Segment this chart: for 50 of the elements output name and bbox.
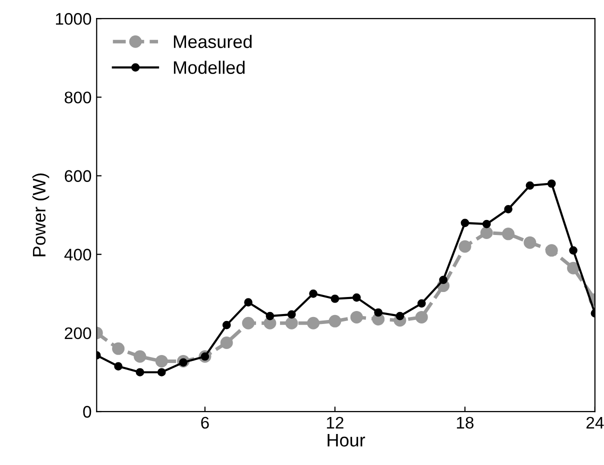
point — [307, 316, 320, 330]
point — [330, 294, 340, 303]
point — [396, 312, 404, 320]
point — [155, 354, 168, 368]
point — [569, 246, 578, 255]
y-tick-label: 1000 — [56, 13, 92, 25]
point — [285, 316, 298, 330]
legend-label: Measured — [174, 34, 252, 48]
point — [266, 312, 274, 320]
point — [242, 316, 255, 330]
point — [480, 226, 493, 239]
point — [458, 240, 472, 253]
point — [112, 342, 125, 355]
point — [157, 368, 166, 376]
point — [567, 262, 580, 274]
point — [222, 320, 231, 330]
point — [328, 314, 342, 328]
point — [482, 220, 491, 228]
point — [309, 289, 318, 298]
point — [547, 179, 556, 188]
point — [220, 336, 233, 350]
point — [460, 218, 470, 228]
point — [287, 310, 296, 319]
x-tick-label: 6 — [201, 416, 209, 429]
y-tick-label: 200 — [64, 327, 92, 340]
x-tick-label: 12 — [326, 416, 344, 428]
y-tick-label: 0 — [83, 406, 92, 418]
point — [134, 350, 146, 363]
point — [114, 362, 122, 371]
point — [545, 244, 558, 257]
point — [415, 310, 428, 324]
point — [504, 205, 512, 214]
point — [526, 181, 534, 190]
y-axis-title: Power (W) — [32, 174, 50, 256]
x-tick-label: 24 — [586, 416, 604, 428]
point — [417, 299, 426, 308]
point — [374, 308, 382, 317]
point — [136, 368, 144, 376]
y-tick-label: 400 — [64, 248, 92, 261]
point — [439, 276, 448, 284]
point — [350, 310, 363, 324]
point — [244, 298, 252, 306]
y-tick-label: 600 — [64, 170, 92, 182]
x-tick-label: 18 — [456, 416, 474, 429]
x-axis-title: Hour — [328, 434, 366, 447]
point — [524, 236, 536, 249]
legend-label: Modelled — [174, 60, 245, 74]
point — [502, 228, 515, 240]
point — [352, 293, 361, 302]
y-tick-label: 800 — [64, 92, 92, 104]
